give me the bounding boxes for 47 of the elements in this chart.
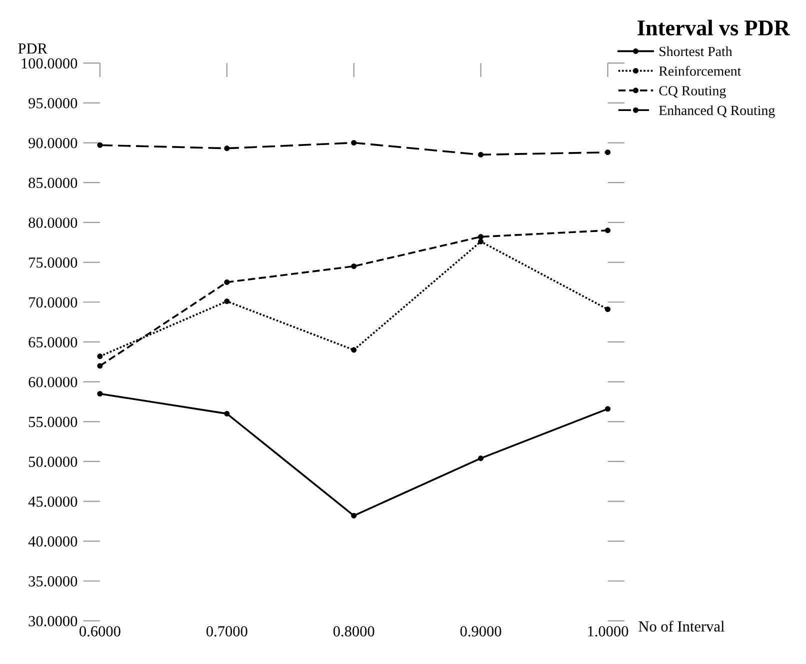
point — [478, 238, 484, 244]
y-tick-label: 65.0000 — [28, 337, 78, 348]
point — [351, 263, 357, 270]
x-tick-label: 0.7000 — [206, 626, 248, 637]
point — [224, 298, 230, 304]
point — [224, 146, 230, 152]
point — [351, 347, 357, 353]
point — [604, 150, 610, 156]
x-tick-label: 1.0000 — [588, 626, 628, 637]
point — [604, 406, 610, 412]
point — [224, 410, 230, 416]
y-tick-label: 90.0000 — [28, 138, 78, 148]
text: Interval vs PDR — [638, 20, 790, 36]
y-tick-label: 35.0000 — [28, 576, 78, 587]
point — [224, 279, 230, 285]
legend-label: Enhanced Q Routing — [659, 105, 775, 118]
point — [97, 363, 103, 369]
x-tick-label: 0.9000 — [460, 626, 502, 637]
point — [351, 140, 357, 146]
y-tick-label: 45.0000 — [28, 496, 78, 507]
y-tick-label: 55.0000 — [28, 416, 78, 428]
y-tick-label: 30.0000 — [28, 616, 78, 626]
point — [97, 390, 103, 397]
y-tick-label: 100.0000 — [22, 58, 78, 69]
y-tick-label: 50.0000 — [28, 456, 78, 467]
legend-label: Reinforcement — [659, 66, 742, 76]
x-axis-title: No of Interval — [638, 620, 724, 632]
y-tick-label: 85.0000 — [28, 178, 78, 188]
point — [478, 456, 484, 462]
legend-label: Shortest Path — [660, 46, 732, 56]
x-tick-label: 0.8000 — [333, 626, 374, 637]
y-tick-label: 95.0000 — [28, 98, 78, 108]
y-tick-label: 70.0000 — [29, 297, 78, 308]
point — [604, 228, 610, 234]
point — [97, 142, 103, 148]
point — [478, 234, 484, 240]
y-tick-label: 75.0000 — [29, 257, 78, 268]
point — [604, 306, 610, 312]
y-tick-label: 60.0000 — [28, 376, 78, 388]
x-tick-label: 0.6000 — [80, 626, 120, 637]
y-axis-title: PDR — [18, 43, 48, 54]
point — [351, 512, 357, 518]
y-tick-label: 40.0000 — [28, 536, 78, 547]
y-tick-label: 80.0000 — [28, 218, 78, 228]
legend-label: CQ Routing — [659, 86, 726, 98]
point — [97, 354, 103, 360]
point — [478, 152, 484, 158]
